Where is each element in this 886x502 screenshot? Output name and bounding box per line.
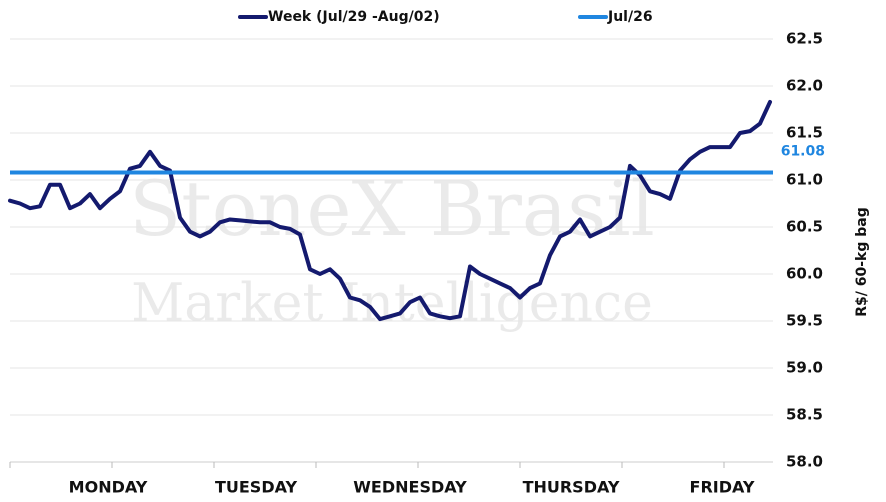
y-tick-label: 61.5 [786, 124, 823, 142]
y-tick-label: 62.5 [786, 30, 823, 48]
x-tick-label: WEDNESDAY [353, 478, 467, 497]
legend-label: Jul/26 [607, 9, 653, 25]
y-axis-label: R$/ 60-kg bag [854, 207, 870, 317]
legend-label: Week (Jul/29 -Aug/02) [268, 9, 440, 25]
reference-label: 61.08 [781, 143, 825, 159]
x-tick-label: TUESDAY [215, 478, 297, 497]
x-tick-label: THURSDAY [523, 478, 620, 497]
watermark: Market Intelligence [131, 274, 653, 334]
y-tick-label: 58.0 [786, 453, 823, 471]
y-tick-label: 60.0 [786, 265, 823, 283]
y-tick-label: 62.0 [786, 77, 823, 95]
y-tick-label: 60.5 [786, 218, 823, 236]
y-tick-label: 61.0 [786, 171, 823, 189]
y-tick-label: 58.5 [786, 406, 823, 424]
y-tick-label: 59.5 [786, 312, 823, 330]
x-tick-label: MONDAY [69, 478, 148, 497]
series-line [8, 99, 772, 322]
y-tick-label: 59.0 [786, 359, 823, 377]
watermark: StoneX Brasil [129, 164, 655, 253]
x-tick-label: FRIDAY [690, 478, 755, 497]
